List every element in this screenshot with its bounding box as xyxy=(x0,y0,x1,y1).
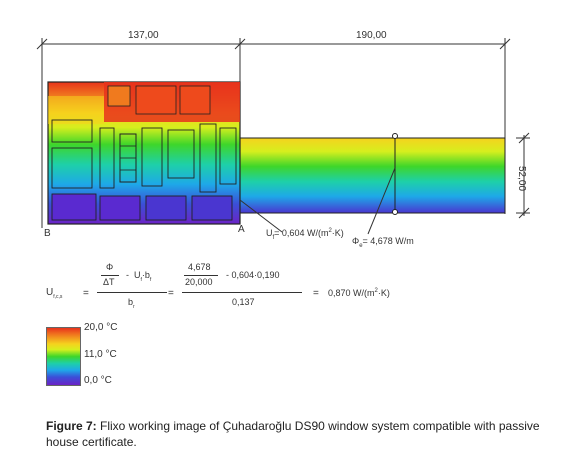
legend-mid-label: 11,0 °C xyxy=(84,349,117,360)
caption-text: Flixo working image of Çuhadaroğlu DS90 … xyxy=(46,419,540,449)
panel-marker-bottom xyxy=(392,209,398,215)
u-value-annotation: Uf= 0,604 W/(m2·K) xyxy=(266,228,344,241)
caption-label: Figure 7: xyxy=(46,419,97,433)
dimension-lines xyxy=(36,38,530,228)
frac1-main-line xyxy=(97,292,167,293)
frac2-den: 0,137 xyxy=(232,297,255,307)
dimension-height-right: 52,00 xyxy=(516,166,527,192)
legend-min-label: 0,0 °C xyxy=(84,375,112,386)
equation-eq2: = xyxy=(168,288,174,299)
panel-marker-top xyxy=(392,133,398,139)
frac1-num: Φ xyxy=(106,262,114,272)
phi-value-annotation: Φe= 4,678 W/m xyxy=(352,236,414,249)
frac2-main-line xyxy=(182,292,302,293)
frac2-num-den: 20,000 xyxy=(185,277,213,287)
frac1-bottom: br xyxy=(128,297,135,310)
equation-eq1: = xyxy=(83,288,89,299)
frac2-inner-line xyxy=(184,275,218,276)
glazing-panel xyxy=(235,137,506,214)
point-label-a: A xyxy=(238,224,245,235)
dimension-width-left: 137,00 xyxy=(128,30,159,41)
equation-eq3: = xyxy=(313,288,319,299)
legend-max-label: 20,0 °C xyxy=(84,322,118,333)
figure-caption: Figure 7: Flixo working image of Çuhadar… xyxy=(46,418,566,450)
equation-lhs: Uf,c,s xyxy=(46,287,63,300)
frac2-num-b: - 0,604·0,190 xyxy=(226,270,280,280)
frac1-den: ΔT xyxy=(103,277,115,287)
frac1-inner-line xyxy=(101,275,119,276)
leader-lines xyxy=(239,167,396,235)
dimension-width-right: 190,00 xyxy=(356,30,387,41)
frac1-term2: Uf·bf xyxy=(134,270,152,283)
temperature-legend-bar xyxy=(46,327,81,386)
frac1-minus: - xyxy=(126,270,129,280)
equation-result: 0,870 W/(m2·K) xyxy=(328,288,390,298)
frac2-num-a: 4,678 xyxy=(188,262,211,272)
frame-profile xyxy=(47,81,241,225)
point-label-b: B xyxy=(44,228,51,239)
